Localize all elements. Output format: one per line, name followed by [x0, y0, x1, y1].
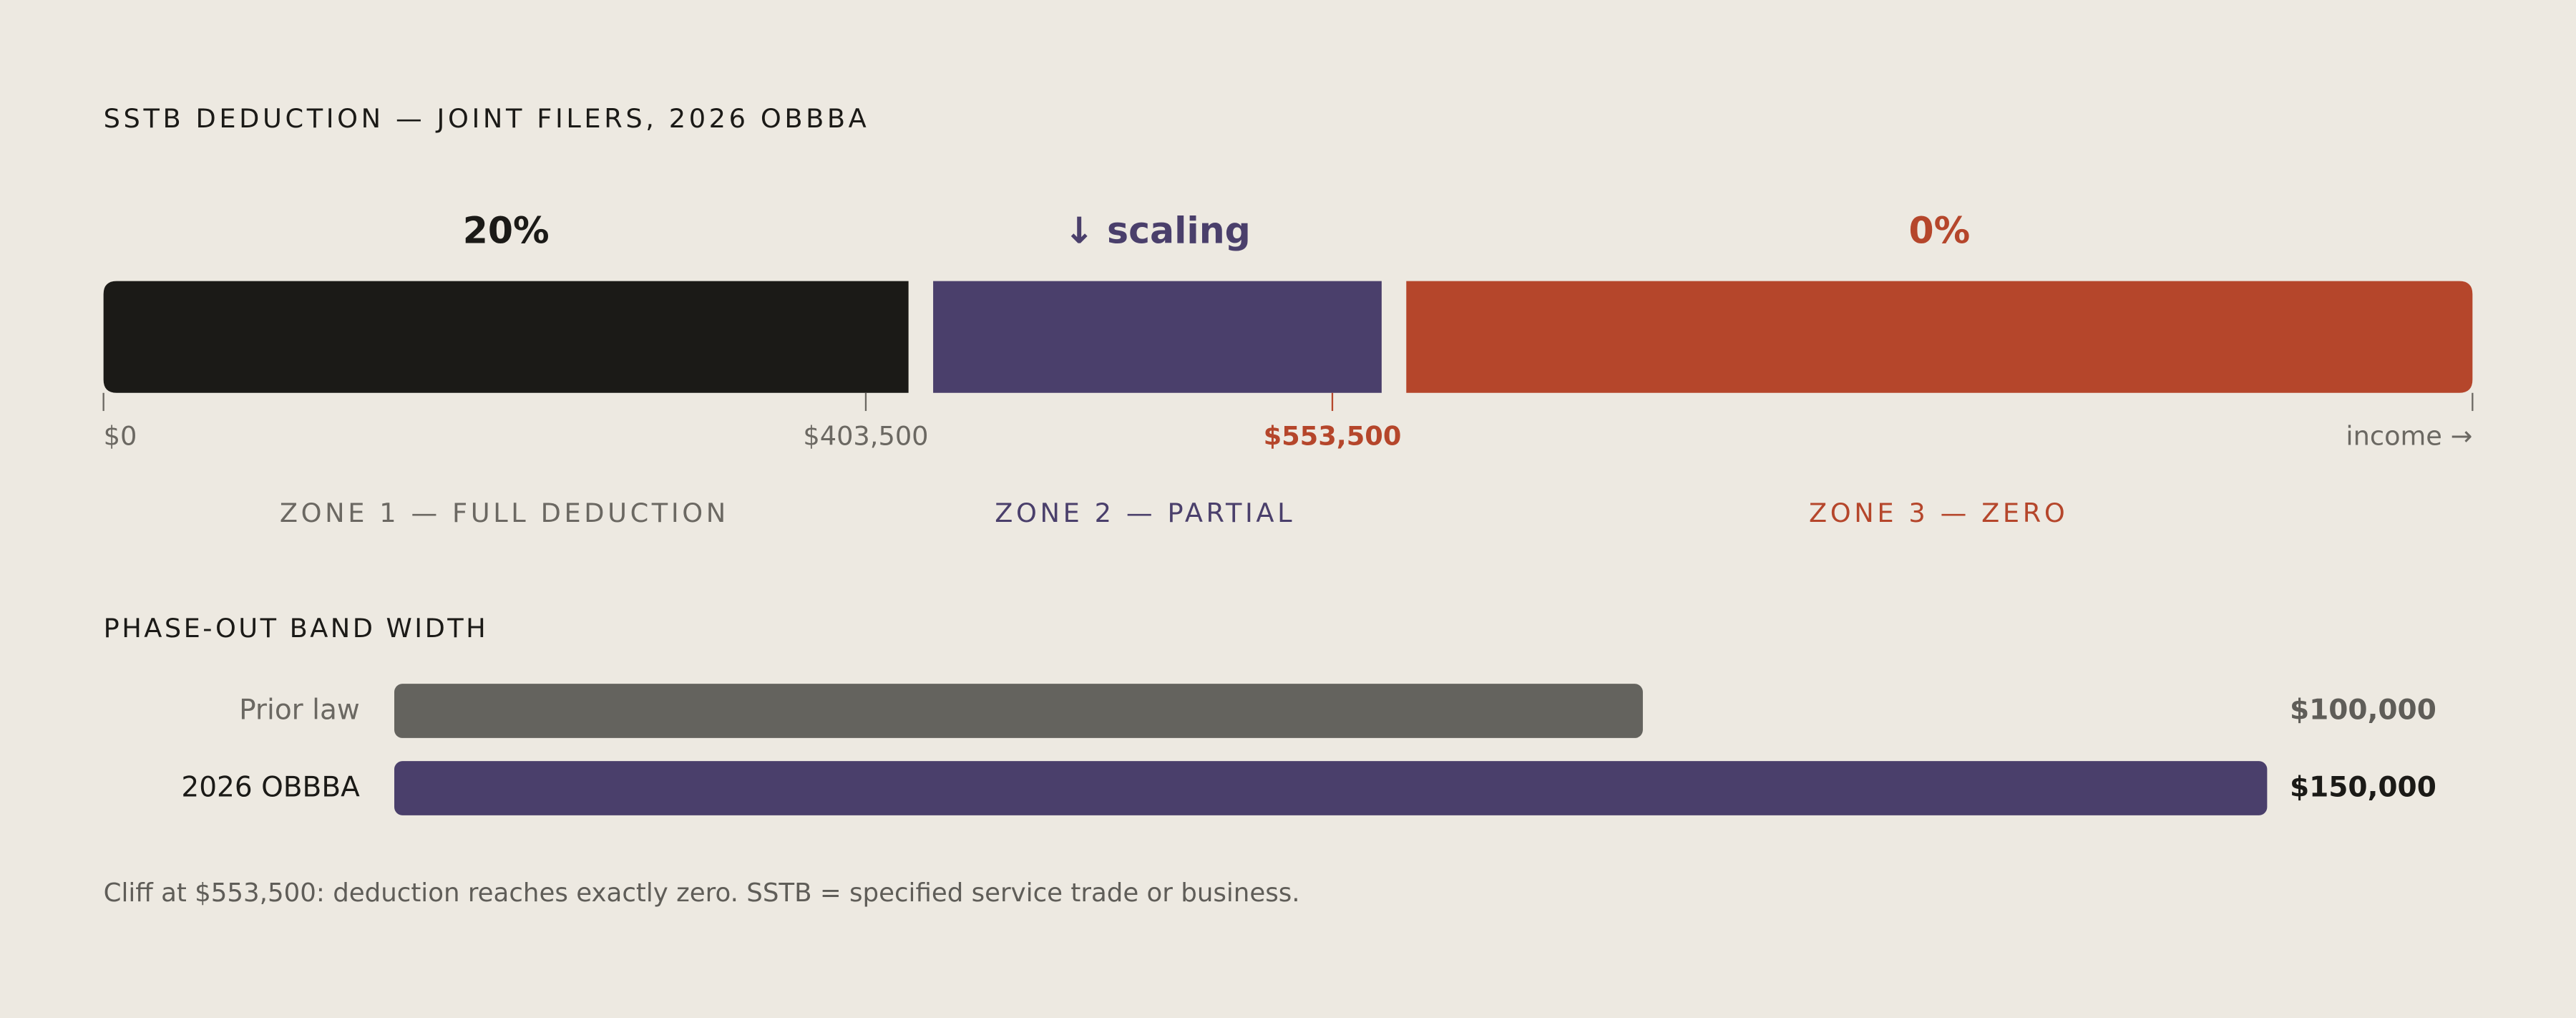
title: SSTB DEDUCTION — JOINT FILERS, 2026 OBBB… [104, 103, 870, 134]
threshold-label: $553,500 [1264, 420, 1402, 451]
value-label: $150,000 [2290, 772, 2436, 804]
row-label: Prior law [239, 694, 360, 727]
band-bar [394, 761, 2268, 815]
zone-bar [1406, 281, 2473, 393]
zone-rate: 20% [463, 210, 550, 252]
zone-label: ZONE 2 — PARTIAL [995, 498, 1295, 528]
threshold-label: $0 [104, 420, 137, 451]
zone-bar [103, 281, 909, 393]
threshold-label: $403,500 [803, 420, 928, 451]
value-label: $100,000 [2290, 694, 2436, 727]
section-title: PHASE-OUT BAND WIDTH [104, 613, 489, 644]
zone-rate: ↓ scaling [1064, 210, 1251, 252]
zone-label: ZONE 1 — FULL DEDUCTION [280, 498, 729, 528]
band-bar [394, 684, 1643, 738]
footnote: Cliff at $553,500: deduction reaches exa… [104, 878, 1300, 908]
zone-bar [933, 281, 1382, 393]
axis-end-label: income → [2346, 420, 2472, 451]
row-label: 2026 OBBBA [181, 772, 360, 804]
zone-rate: 0% [1908, 210, 1970, 252]
zone-label: ZONE 3 — ZERO [1809, 498, 2068, 528]
